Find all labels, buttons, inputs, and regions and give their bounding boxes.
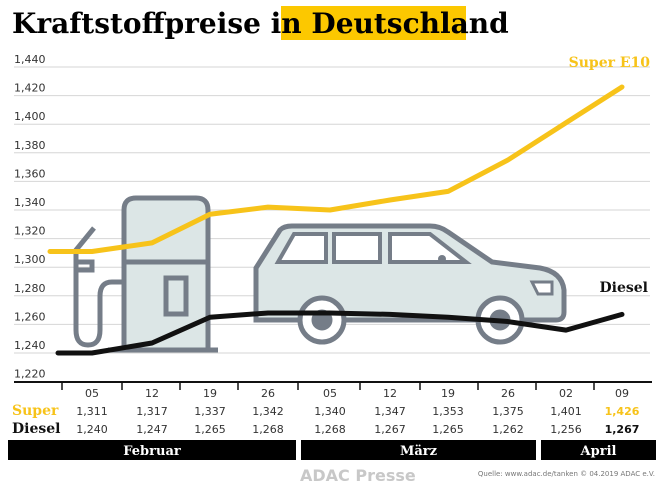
y-tick-label: 1,400 <box>14 110 46 123</box>
month-label: Februar <box>123 444 181 459</box>
diesel-value: 1,262 <box>492 423 524 436</box>
diesel-value: 1,268 <box>314 423 346 436</box>
super-value: 1,311 <box>76 405 108 418</box>
y-tick-label: 1,300 <box>14 253 46 266</box>
y-tick-label: 1,260 <box>14 310 46 323</box>
x-tick-label: 05 <box>323 387 337 400</box>
legend-diesel: Diesel <box>600 280 648 296</box>
x-tick-label: 12 <box>383 387 397 400</box>
car-illustration <box>253 223 567 345</box>
super-value: 1,401 <box>550 405 582 418</box>
x-tick-label: 05 <box>85 387 99 400</box>
y-tick-label: 1,380 <box>14 139 46 152</box>
y-tick-label: 1,340 <box>14 196 46 209</box>
month-label: April <box>580 444 617 459</box>
month-bar-märz <box>301 440 536 460</box>
y-tick-label: 1,360 <box>14 167 46 180</box>
y-tick-label: 1,220 <box>14 368 46 381</box>
title-part-2: Deutschland <box>311 7 508 40</box>
x-tick-label: 12 <box>145 387 159 400</box>
x-tick-label: 26 <box>261 387 275 400</box>
diesel-value: 1,268 <box>252 423 284 436</box>
x-tick-label: 26 <box>501 387 515 400</box>
x-tick-label: 09 <box>615 387 629 400</box>
super-value: 1,340 <box>314 405 346 418</box>
super-value: 1,342 <box>252 405 284 418</box>
super-value: 1,317 <box>136 405 168 418</box>
diesel-row-label: Diesel <box>12 421 60 437</box>
title-highlight <box>281 6 466 40</box>
diesel-value: 1,256 <box>550 423 582 436</box>
x-tick-label: 02 <box>559 387 573 400</box>
title-part-1: Kraftstoffpreise in <box>12 7 302 40</box>
diesel-value: 1,265 <box>432 423 464 436</box>
super-value: 1,337 <box>194 405 226 418</box>
super-value: 1,353 <box>432 405 464 418</box>
legend-super-e10: Super E10 <box>569 55 651 71</box>
y-tick-label: 1,240 <box>14 339 46 352</box>
month-label: März <box>400 444 437 459</box>
x-tick-label: 19 <box>441 387 455 400</box>
y-tick-label: 1,420 <box>14 82 46 95</box>
diesel-value: 1,267 <box>374 423 406 436</box>
y-tick-label: 1,320 <box>14 225 46 238</box>
month-bar-april <box>541 440 656 460</box>
super-row-label: Super <box>12 403 59 419</box>
watermark: ADAC Presse <box>300 466 416 485</box>
fuel-pump-illustration <box>73 195 218 353</box>
super-value: 1,347 <box>374 405 406 418</box>
diesel-value: 1,247 <box>136 423 168 436</box>
chart-title: Kraftstoffpreise in Deutschland <box>12 7 509 40</box>
diesel-value: 1,267 <box>605 423 640 436</box>
diesel-value: 1,265 <box>194 423 226 436</box>
source-note: Quelle: www.adac.de/tanken © 04.2019 ADA… <box>478 470 655 478</box>
super-value: 1,375 <box>492 405 524 418</box>
month-bar-februar <box>8 440 296 460</box>
diesel-value: 1,240 <box>76 423 108 436</box>
y-tick-label: 1,280 <box>14 282 46 295</box>
x-tick-label: 19 <box>203 387 217 400</box>
y-tick-label: 1,440 <box>14 53 46 66</box>
super-value: 1,426 <box>605 405 640 418</box>
